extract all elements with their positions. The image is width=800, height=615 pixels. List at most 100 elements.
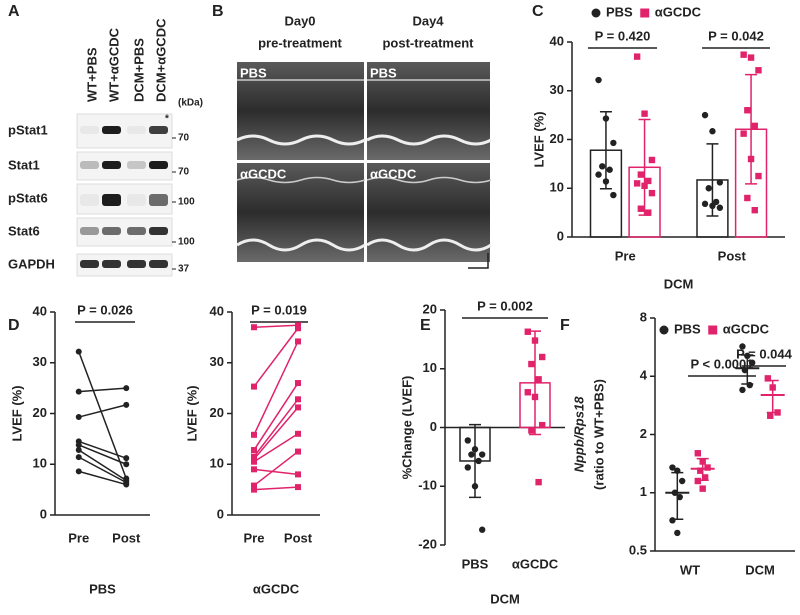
data-point bbox=[75, 447, 82, 454]
data-point bbox=[524, 389, 531, 396]
panel-label: E bbox=[420, 317, 431, 334]
blot-band bbox=[102, 126, 121, 134]
y-tick-label: 0 bbox=[217, 506, 224, 521]
y-tick-label: 40 bbox=[550, 33, 564, 48]
data-point bbox=[669, 464, 676, 471]
data-point bbox=[740, 51, 747, 58]
pair-line bbox=[78, 351, 127, 479]
echo-label: αGCDC bbox=[240, 166, 287, 181]
y-axis-label: LVEF (%) bbox=[184, 385, 199, 441]
data-point bbox=[75, 414, 82, 421]
data-point bbox=[295, 396, 301, 403]
y-axis-label: Nppb/Rps18 bbox=[571, 396, 586, 473]
data-point bbox=[528, 360, 535, 368]
y-tick-label: 20 bbox=[550, 131, 564, 146]
asterisk: * bbox=[165, 114, 169, 125]
blot-band bbox=[102, 260, 121, 268]
blot-row-label: Stat1 bbox=[8, 157, 40, 172]
pair-line bbox=[253, 406, 299, 460]
data-point bbox=[602, 115, 610, 122]
data-point bbox=[251, 324, 257, 331]
y-tick-label: 20 bbox=[423, 301, 437, 316]
pair-line bbox=[78, 440, 127, 459]
y-tick-label: 40 bbox=[33, 303, 47, 318]
x-axis-label: DCM bbox=[490, 591, 520, 606]
x-tick-label: Pre bbox=[244, 530, 265, 545]
p-value: P = 0.019 bbox=[251, 302, 307, 317]
echo-day: Day0 bbox=[284, 13, 315, 28]
data-point bbox=[648, 156, 656, 164]
y-tick-label: 30 bbox=[33, 354, 47, 369]
pair-line bbox=[253, 327, 299, 388]
error-bar bbox=[745, 73, 758, 185]
data-point bbox=[774, 409, 781, 416]
kda-label: 100 bbox=[178, 197, 195, 208]
data-point bbox=[640, 8, 650, 18]
data-point bbox=[739, 386, 746, 394]
data-point bbox=[75, 454, 82, 461]
x-axis-label: DCM bbox=[664, 276, 694, 291]
y-tick-label: 2 bbox=[640, 426, 647, 441]
data-point bbox=[251, 431, 257, 438]
data-point bbox=[645, 209, 652, 216]
pair-line bbox=[78, 387, 127, 393]
data-point bbox=[251, 486, 257, 493]
data-point bbox=[295, 448, 301, 455]
data-point bbox=[697, 467, 704, 474]
blot-band bbox=[127, 260, 146, 268]
data-point bbox=[75, 468, 82, 475]
data-point bbox=[295, 325, 301, 332]
data-point bbox=[716, 179, 724, 186]
y-tick-label: 20 bbox=[210, 405, 224, 420]
blot-band bbox=[149, 227, 168, 235]
data-point bbox=[602, 178, 610, 185]
data-point bbox=[769, 384, 776, 391]
x-tick-label: Pre bbox=[68, 530, 89, 545]
echo-phase: post-treatment bbox=[382, 35, 474, 50]
data-point bbox=[528, 427, 535, 434]
data-point bbox=[535, 376, 542, 383]
data-point bbox=[295, 471, 301, 478]
pair-line bbox=[253, 468, 299, 476]
data-point bbox=[479, 451, 486, 458]
echo-wall bbox=[236, 79, 492, 184]
data-point bbox=[764, 375, 772, 382]
blot-band bbox=[80, 194, 99, 206]
data-point bbox=[709, 128, 716, 135]
data-point bbox=[295, 322, 301, 329]
y-axis-label: %Change (LVEF) bbox=[399, 376, 414, 480]
data-point bbox=[674, 467, 681, 474]
echo-phase: pre-treatment bbox=[258, 35, 342, 50]
data-point bbox=[535, 478, 542, 486]
x-tick-label: Post bbox=[718, 248, 747, 263]
lane-label: WT+αGCDC bbox=[106, 27, 121, 102]
y-tick-label: 20 bbox=[33, 405, 47, 420]
legend-label: PBS bbox=[674, 321, 701, 336]
panel-label: C bbox=[532, 3, 544, 20]
kda-label: 100 bbox=[178, 237, 195, 248]
blot-band bbox=[80, 227, 99, 235]
blot-band bbox=[102, 227, 121, 235]
data-point bbox=[123, 385, 130, 392]
y-tick-label: 0 bbox=[40, 506, 47, 521]
y-tick-label: 10 bbox=[33, 456, 47, 471]
data-point bbox=[591, 8, 601, 18]
data-point bbox=[479, 526, 486, 533]
blot-row-label: GAPDH bbox=[8, 256, 55, 271]
x-axis-label: PBS bbox=[89, 581, 116, 596]
data-point bbox=[744, 194, 751, 202]
lane-label: DCM+αGCDC bbox=[153, 18, 168, 102]
p-value: P = 0.002 bbox=[477, 298, 533, 313]
scale-bar bbox=[468, 253, 489, 269]
data-point bbox=[606, 166, 613, 173]
y-axis-label: (ratio to WT+PBS) bbox=[591, 379, 606, 490]
pair-line bbox=[78, 449, 127, 482]
data-point bbox=[251, 466, 257, 473]
blot-band bbox=[149, 126, 168, 134]
pair-line bbox=[253, 324, 299, 328]
y-axis-label: LVEF (%) bbox=[531, 111, 546, 167]
y-tick-label: 0 bbox=[557, 228, 564, 243]
data-point bbox=[704, 464, 711, 471]
y-tick-label: 0 bbox=[430, 419, 437, 434]
